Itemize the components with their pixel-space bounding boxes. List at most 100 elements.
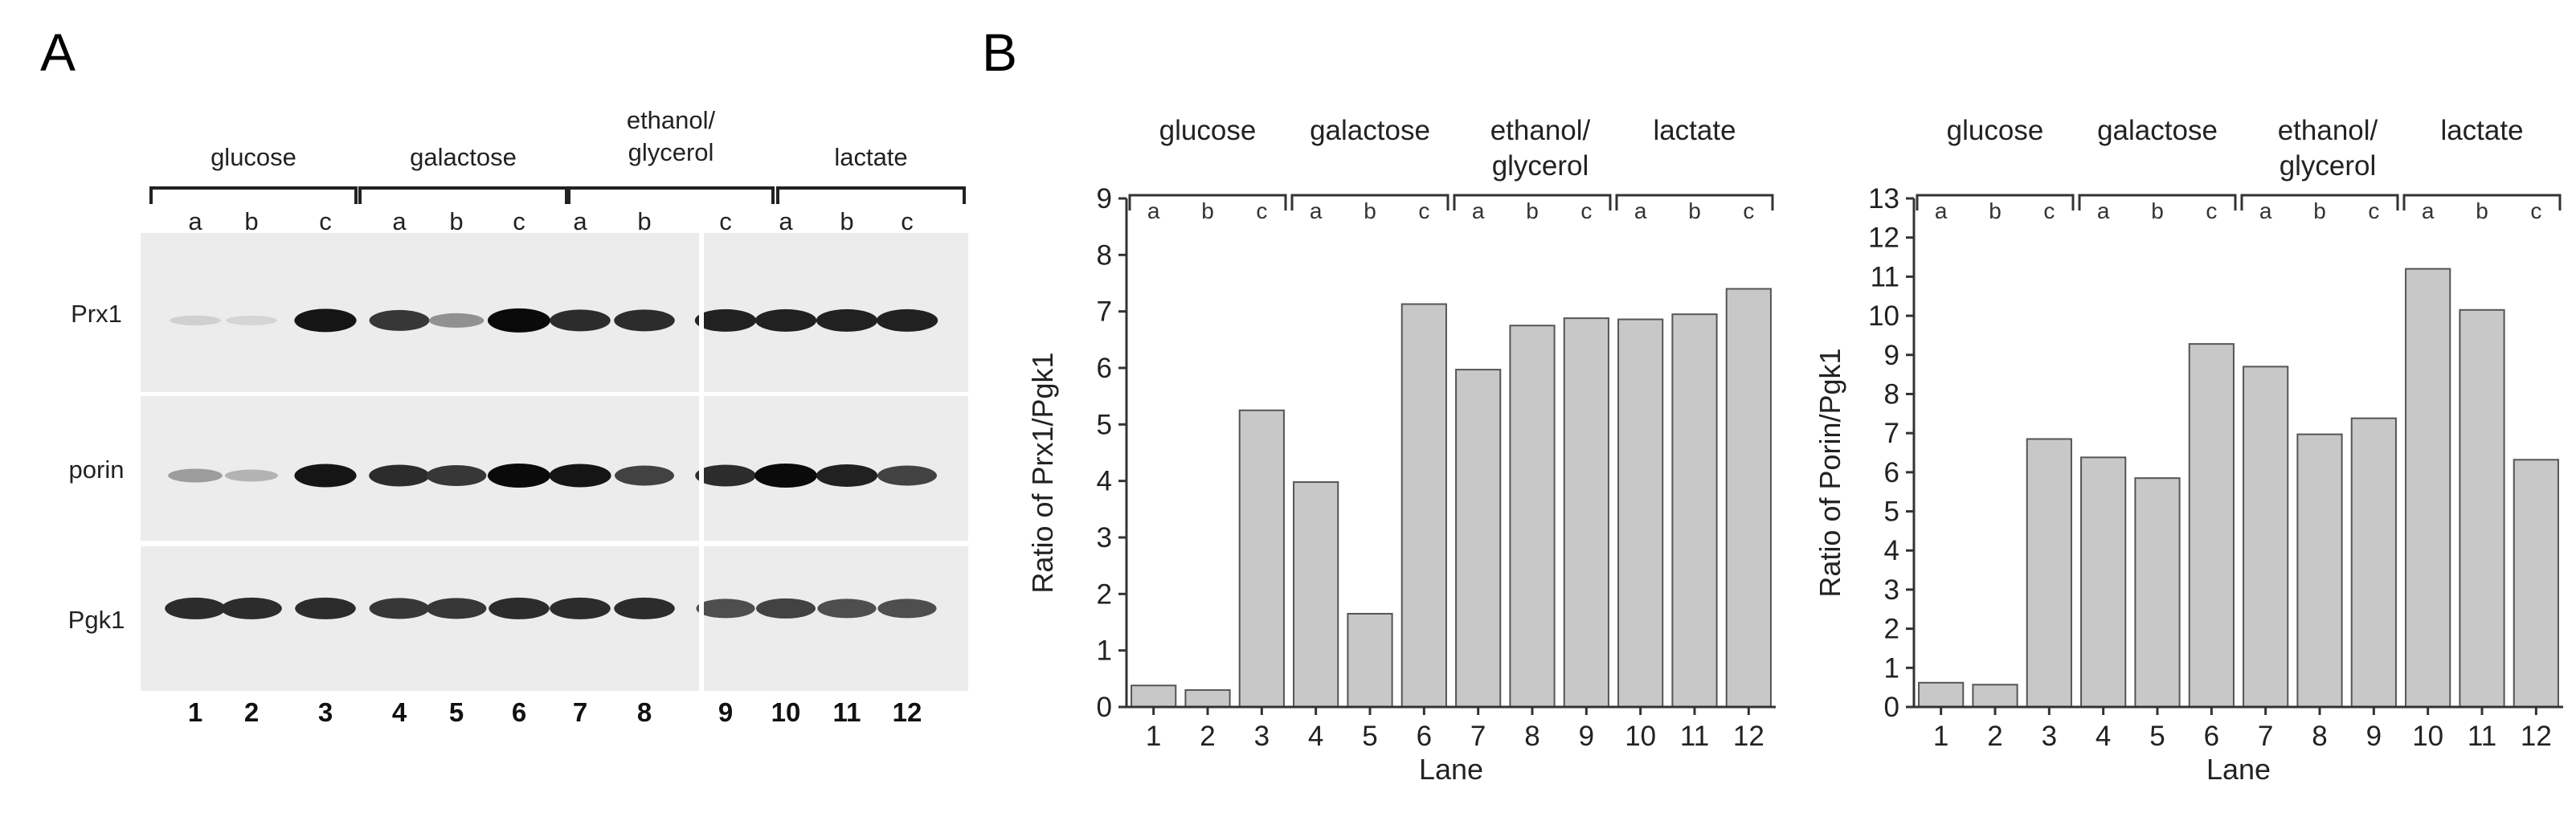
blot-lane-number: 4 (392, 697, 407, 727)
blot-band (695, 464, 756, 487)
blot-band (294, 308, 357, 333)
chart-y-tick-label: 7 (1884, 418, 1899, 449)
chart-x-axis-title: Lane (2206, 753, 2271, 786)
chart-y-tick-label: 6 (1097, 353, 1112, 384)
blot-condition-label: glucose (211, 143, 296, 171)
blot-lane-number: 7 (573, 697, 587, 727)
chart-bar (1455, 369, 1502, 708)
chart-bar (2243, 366, 2289, 708)
blot-lane-number: 9 (718, 697, 733, 727)
blot-band (877, 465, 937, 486)
chart-sublabel: a (1147, 198, 1160, 223)
chart-x-tick-label: 6 (2204, 721, 2219, 752)
blot-band (295, 597, 356, 619)
chart-bar (1918, 681, 1965, 709)
chart-x-tick-label: 11 (2468, 721, 2496, 752)
blot-lane-number: 5 (449, 697, 464, 727)
chart-y-tick-label: 3 (1097, 522, 1112, 554)
blot-sublabel: b (840, 207, 853, 235)
blot-band (225, 469, 278, 482)
blot-row-label: Pgk1 (68, 606, 125, 634)
chart-y-tick-label: 8 (1884, 378, 1899, 410)
chart-x-tick-label: 6 (1417, 721, 1432, 752)
chart-sublabel: b (1201, 198, 1214, 223)
chart-y-tick-label: 6 (1884, 457, 1899, 488)
blot-lane-number: 11 (833, 697, 861, 727)
chart-x-tick-label: 5 (1362, 721, 1377, 752)
blot-band (369, 464, 430, 487)
chart-sublabel: c (1418, 198, 1429, 223)
blot-band (369, 598, 430, 619)
chart-bar (1563, 317, 1609, 708)
chart-sublabel: a (1634, 198, 1647, 223)
chart-bar (2188, 343, 2235, 708)
chart-group-label: ethanol/glycerol (1490, 115, 1591, 182)
blot-lane-number: 2 (244, 697, 259, 727)
blot-band (226, 315, 277, 325)
chart-group-bracket (1128, 194, 1287, 210)
chart-bar (1671, 313, 1718, 708)
chart-y-tick-label: 8 (1097, 239, 1112, 271)
panel-b-label: B (982, 22, 1017, 82)
chart-x-tick-label: 9 (1579, 721, 1594, 752)
chart-sublabel: c (2043, 198, 2055, 223)
blot-condition-bracket (149, 186, 358, 204)
chart-bar (2134, 477, 2181, 709)
blot-sublabel: c (901, 207, 914, 235)
blot-sublabel: b (244, 207, 258, 235)
chart-group-label: lactate (2440, 115, 2523, 146)
chart-y-tick-label: 9 (1097, 183, 1112, 214)
blot-sublabel: b (449, 207, 463, 235)
chart-group-bracket (1615, 194, 1774, 210)
blot-sublabel: a (573, 207, 587, 235)
chart-y-tick-label: 3 (1884, 574, 1899, 606)
chart-group-bracket (2402, 194, 2562, 210)
blot-condition-bracket (776, 186, 966, 204)
blot-band (754, 464, 817, 488)
chart-sublabel: c (1256, 198, 1267, 223)
chart-bar (1400, 303, 1447, 708)
panel-a-label: A (40, 22, 76, 82)
chart-x-tick-label: 4 (1308, 721, 1323, 752)
chart-sublabel: a (2097, 198, 2110, 223)
chart-y-tick-label: 2 (1097, 578, 1112, 610)
chart-group-bracket (2078, 194, 2237, 210)
blot-row-label: porin (69, 456, 125, 484)
chart-y-tick-label: 1 (1884, 652, 1899, 684)
chart-x-tick-label: 1 (1933, 721, 1948, 752)
chart-x-axis-title: Lane (1419, 753, 1483, 786)
blot-band (428, 313, 485, 328)
chart-bar (1617, 318, 1664, 708)
blot-band (615, 465, 674, 486)
chart-bar (2459, 308, 2505, 708)
blot-band (614, 597, 675, 619)
chart-bar (2026, 438, 2072, 708)
blot-band (816, 308, 878, 332)
chart-x-tick-label: 4 (2096, 721, 2111, 752)
chart-sublabel: b (2476, 198, 2488, 223)
blot-condition-bracket (567, 186, 775, 204)
blot-band (369, 309, 430, 331)
chart-x-tick-label: 8 (2312, 721, 2327, 752)
chart-x-tick-label: 5 (2149, 721, 2165, 752)
blot-condition-label: lactate (834, 143, 907, 171)
blot-band (168, 468, 223, 483)
blot-lane-number: 8 (637, 697, 652, 727)
chart-y-tick-label: 5 (1884, 496, 1899, 528)
chart-group-bracket (1916, 194, 2075, 210)
blot-band (696, 599, 755, 619)
chart-y-tick-label: 13 (1868, 183, 1899, 214)
chart-x-tick-label: 8 (1524, 721, 1539, 752)
chart-group-label: ethanol/glycerol (2278, 115, 2378, 182)
chart-bar (1509, 325, 1556, 708)
chart-sublabel: b (2151, 198, 2164, 223)
blot-band (816, 464, 878, 487)
blot-row-label: Prx1 (71, 300, 122, 328)
chart-bar (1347, 612, 1393, 709)
chart-sublabel: a (1310, 198, 1323, 223)
chart-y-tick-label: 4 (1884, 535, 1899, 566)
blot-band (756, 598, 816, 619)
chart-y-tick-label: 5 (1097, 409, 1112, 440)
chart-sublabel: c (2530, 198, 2541, 223)
chart-x-tick-label: 11 (1680, 721, 1709, 752)
